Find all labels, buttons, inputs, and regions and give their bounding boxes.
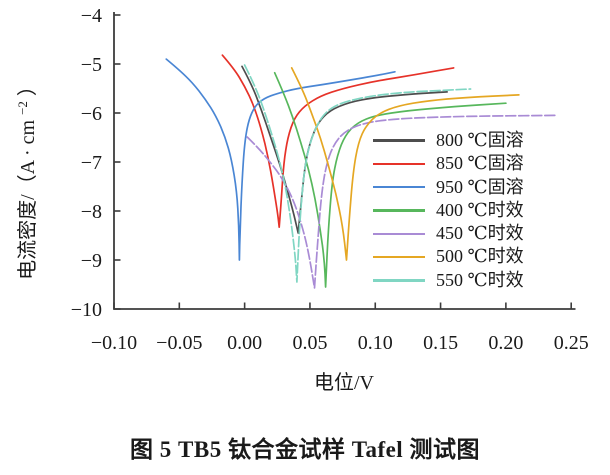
legend-label: 500 ℃时效 xyxy=(436,246,524,267)
legend-label: 800 ℃固溶 xyxy=(436,130,524,150)
y-tick-label: −7 xyxy=(81,152,102,174)
legend-item-aging-550: 550 ℃时效 xyxy=(373,269,524,292)
legend-item-aging-400: 400 ℃时效 xyxy=(373,199,524,222)
x-tick-label: −0.10 xyxy=(91,332,137,354)
y-axis-title: 电流密度/（A · cm −2 ） xyxy=(10,76,39,280)
x-tick-label: 0.15 xyxy=(423,332,458,354)
legend-swatch-aging-550 xyxy=(373,279,425,282)
legend-label: 550 ℃时效 xyxy=(436,269,524,290)
tafel-chart: −0.10 −0.05 0.00 0.05 0.10 0.15 0.20 0.25 −4−5−… xyxy=(10,5,589,394)
curve-aging-450 xyxy=(246,114,556,289)
y-tick-label: −10 xyxy=(71,299,102,321)
legend-swatch-solution-800 xyxy=(373,139,425,142)
x-tick-label: 0.20 xyxy=(488,332,523,354)
y-axis-ticks: −4 −5 −6 −7 −8 −9 −10 xyxy=(71,5,121,321)
y-axis-title-close: ） xyxy=(16,76,39,96)
legend-label: 400 ℃时效 xyxy=(436,199,524,220)
legend-swatch-aging-400 xyxy=(373,209,425,212)
y-tick-label: −9 xyxy=(81,250,102,272)
y-tick-label: −8 xyxy=(81,201,102,223)
y-tick-label: −6 xyxy=(81,103,102,125)
curve-aging-400 xyxy=(273,71,507,288)
x-tick-label: 0.05 xyxy=(292,332,327,354)
y-axis-title-main: 电流密度/（A · cm xyxy=(16,119,39,279)
y-tick-label: −5 xyxy=(81,54,102,76)
legend-item-solution-950: 950 ℃固溶 xyxy=(373,176,524,199)
legend: 800 ℃固溶 850 ℃固溶 950 ℃固溶 400 ℃时效 450 ℃时效 500 ℃… xyxy=(373,129,524,292)
x-tick-label: 0.10 xyxy=(358,332,393,354)
curves-group xyxy=(165,54,556,289)
x-tick-label: 0.25 xyxy=(554,332,589,354)
curve-aging-550 xyxy=(243,64,472,283)
legend-item-aging-500: 500 ℃时效 xyxy=(373,245,524,268)
legend-swatch-solution-950 xyxy=(373,186,425,189)
x-tick-label: 0.00 xyxy=(227,332,262,354)
legend-label: 850 ℃固溶 xyxy=(436,153,524,174)
y-axis-title-superscript: −2 xyxy=(15,101,30,115)
legend-swatch-solution-850 xyxy=(373,162,425,166)
x-tick-label: −0.05 xyxy=(156,332,202,354)
legend-swatch-aging-450 xyxy=(373,232,425,236)
legend-item-aging-450: 450 ℃时效 xyxy=(373,222,524,245)
figure-caption: 图 5 TB5 钛合金试样 Tafel 测试图 xyxy=(130,437,480,462)
y-tick-label: −4 xyxy=(81,5,102,27)
legend-label: 450 ℃时效 xyxy=(436,223,524,244)
curve-solution-950 xyxy=(165,58,396,261)
legend-label: 950 ℃固溶 xyxy=(436,176,524,197)
x-axis-ticks: −0.10 −0.05 0.00 0.05 0.10 0.15 0.20 0.25 xyxy=(91,302,589,354)
legend-item-solution-850: 850 ℃固溶 xyxy=(373,152,524,175)
curve-aging-500 xyxy=(290,67,520,261)
legend-swatch-aging-500 xyxy=(373,255,425,259)
legend-item-solution-800: 800 ℃固溶 xyxy=(373,129,524,152)
x-axis-title: 电位/V xyxy=(314,371,375,394)
curve-solution-850 xyxy=(221,54,455,229)
